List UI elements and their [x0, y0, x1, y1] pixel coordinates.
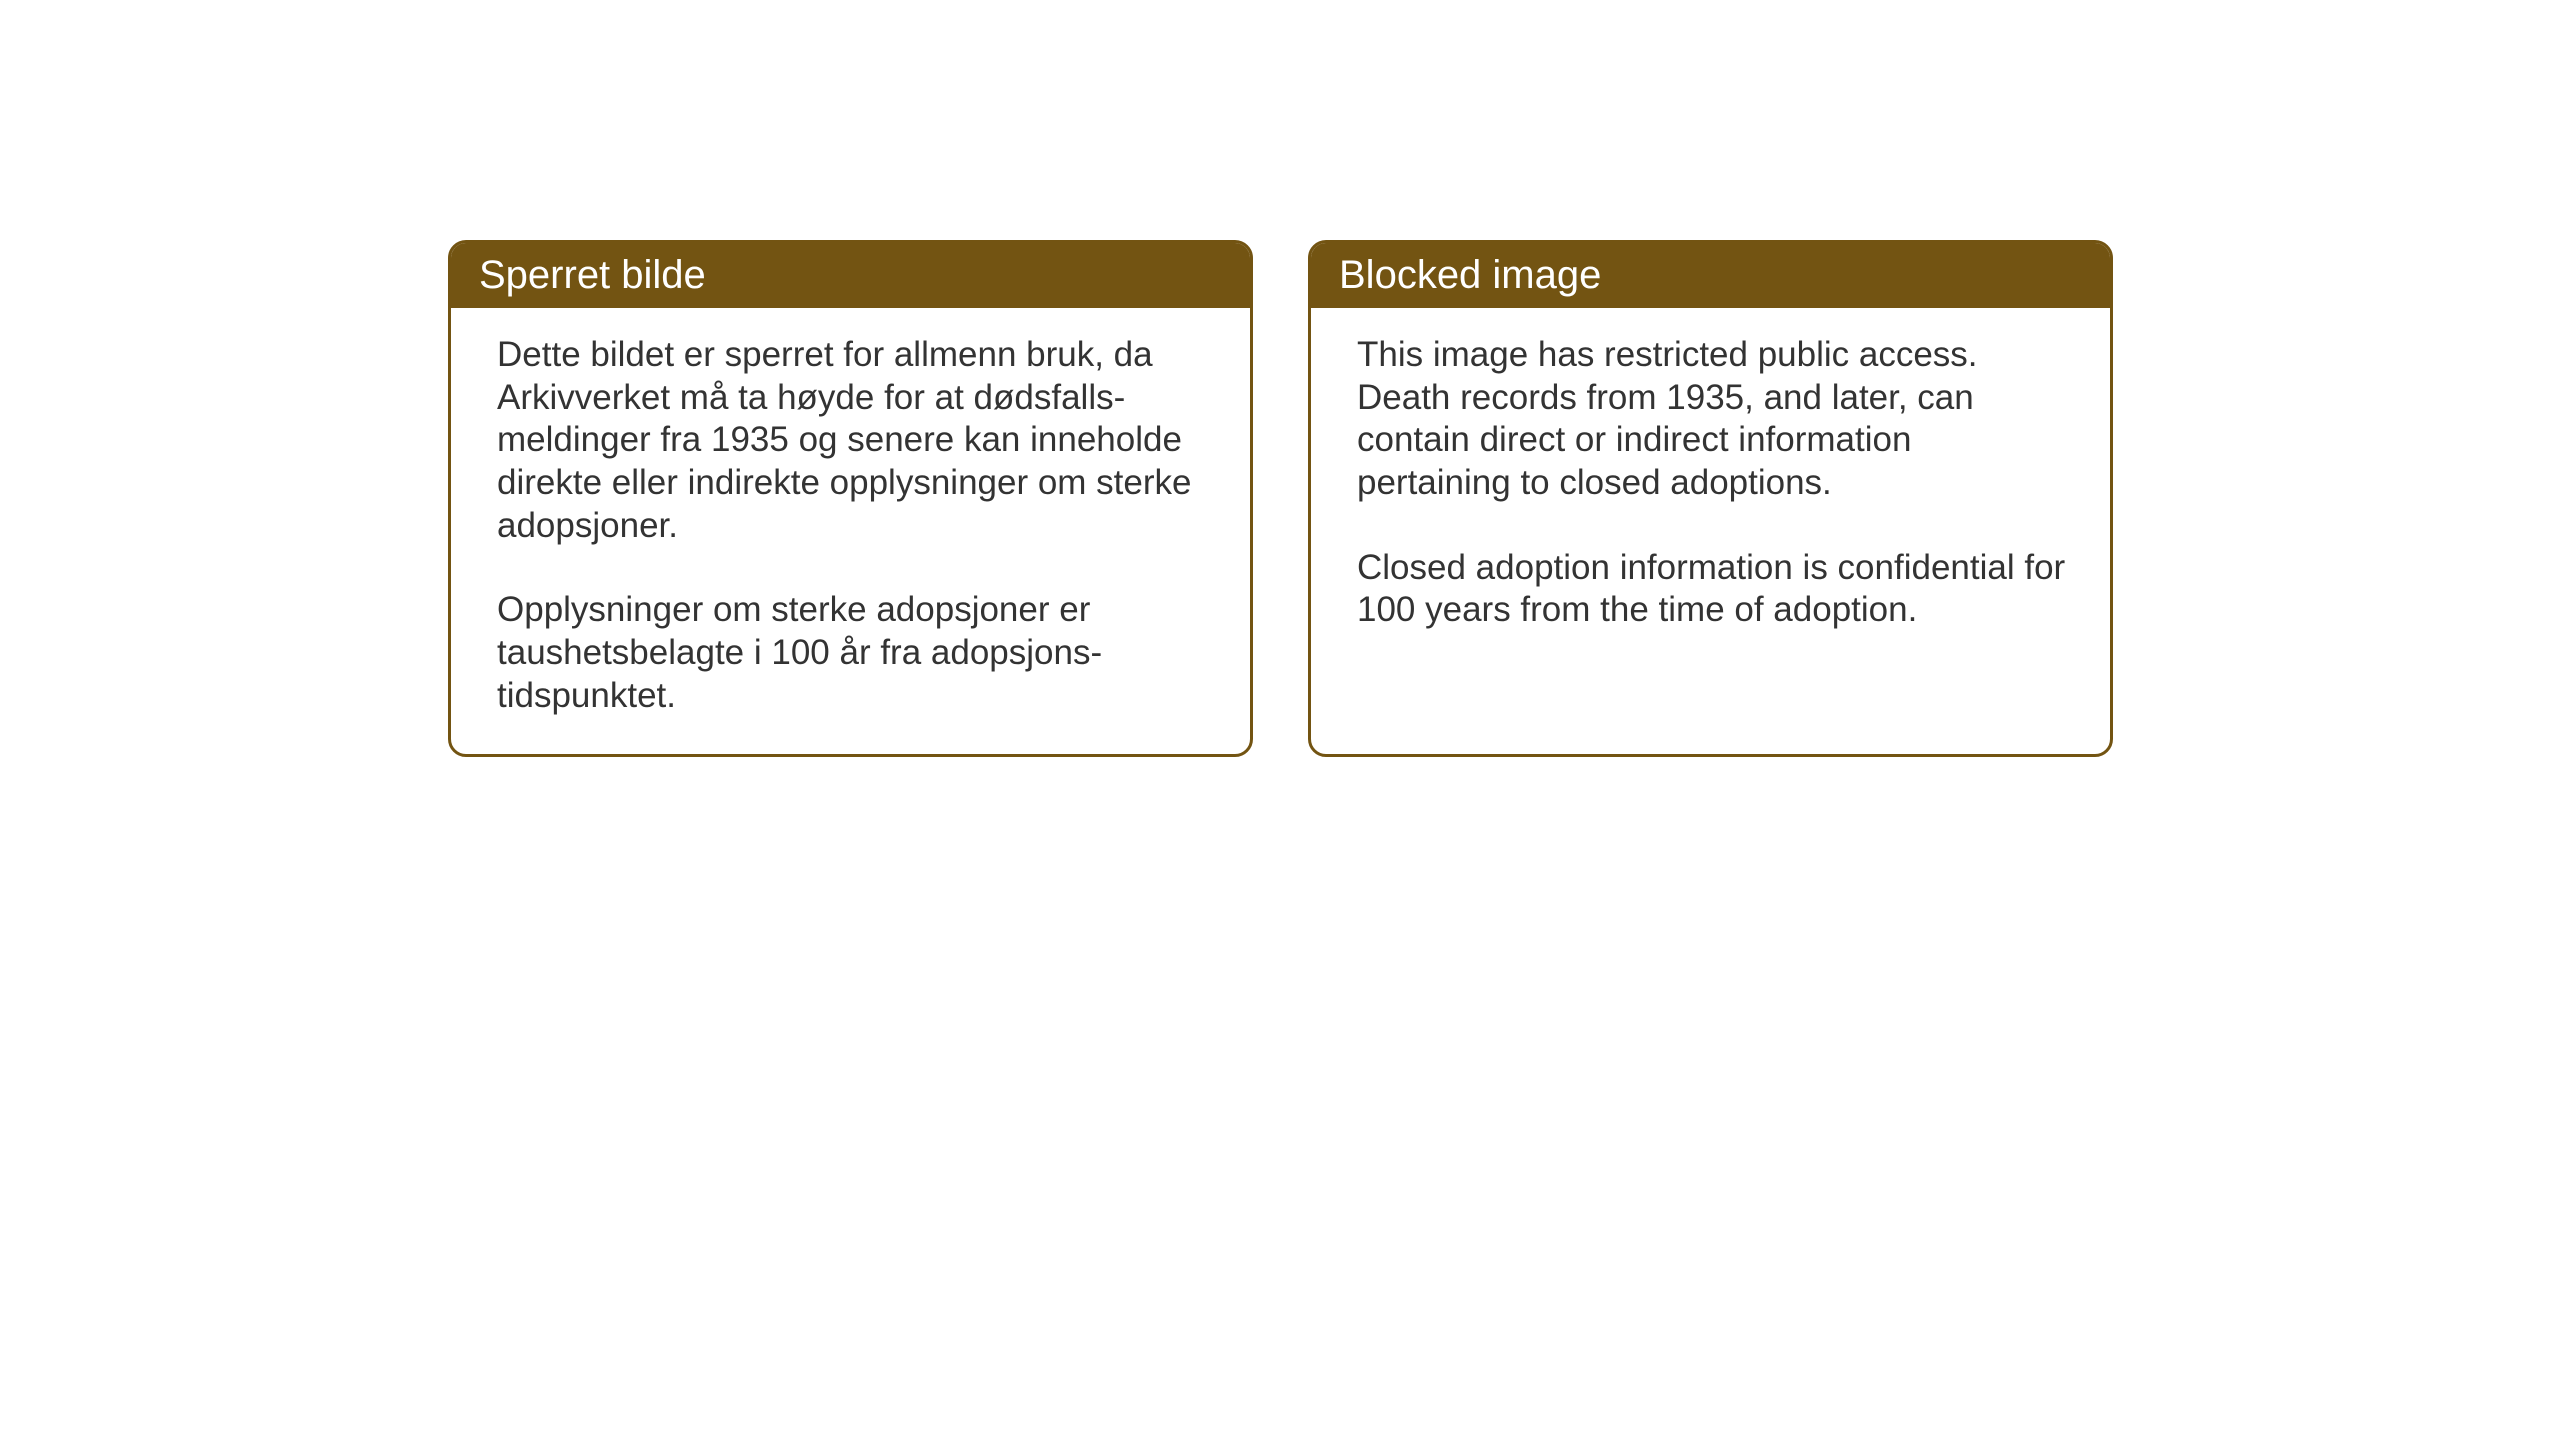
- notice-body-norwegian: Dette bildet er sperret for allmenn bruk…: [451, 308, 1250, 754]
- notice-header-norwegian: Sperret bilde: [451, 243, 1250, 308]
- notice-paragraph: Closed adoption information is confident…: [1357, 547, 2068, 632]
- notice-paragraph: This image has restricted public access.…: [1357, 334, 2068, 505]
- notice-header-english: Blocked image: [1311, 243, 2110, 308]
- notice-card-norwegian: Sperret bilde Dette bildet er sperret fo…: [448, 240, 1253, 757]
- notice-paragraph: Dette bildet er sperret for allmenn bruk…: [497, 334, 1208, 547]
- notice-body-english: This image has restricted public access.…: [1311, 308, 2110, 668]
- notice-container: Sperret bilde Dette bildet er sperret fo…: [448, 240, 2113, 757]
- notice-card-english: Blocked image This image has restricted …: [1308, 240, 2113, 757]
- notice-paragraph: Opplysninger om sterke adopsjoner er tau…: [497, 589, 1208, 717]
